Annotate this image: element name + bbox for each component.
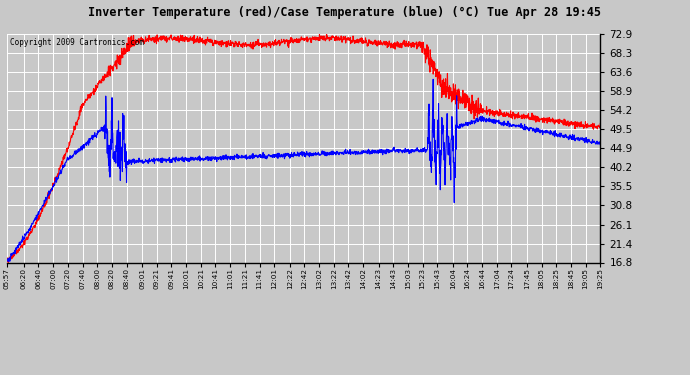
Text: Inverter Temperature (red)/Case Temperature (blue) (°C) Tue Apr 28 19:45: Inverter Temperature (red)/Case Temperat… xyxy=(88,6,602,19)
Text: Copyright 2009 Cartronics.com: Copyright 2009 Cartronics.com xyxy=(10,38,144,47)
